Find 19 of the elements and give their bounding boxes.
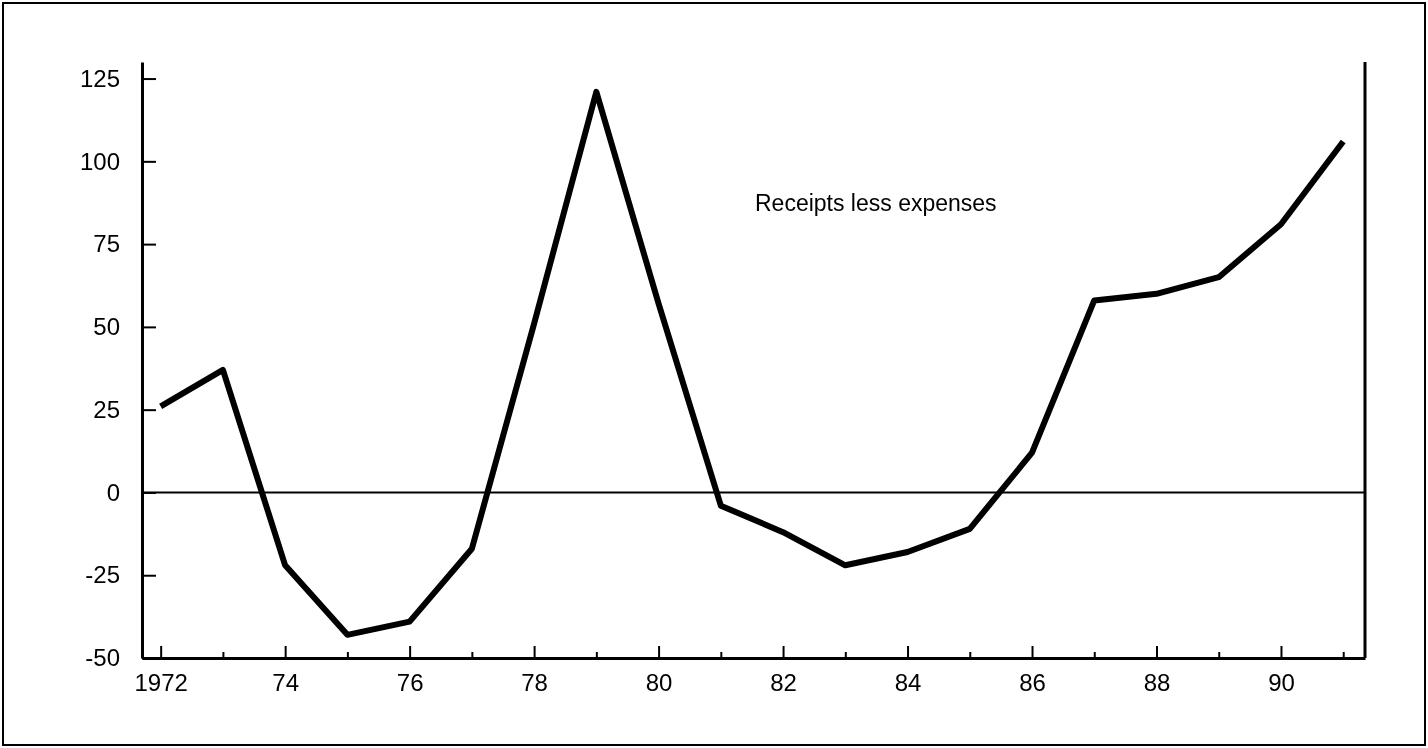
x-tick-label: 82 — [770, 669, 797, 697]
y-tick-label: 75 — [93, 230, 120, 258]
y-tick-label: 100 — [79, 147, 120, 175]
x-tick-label: 90 — [1268, 669, 1295, 697]
y-tick-label: -25 — [85, 561, 120, 589]
y-tick-label: 125 — [79, 64, 120, 92]
x-tick-label: 84 — [894, 669, 922, 697]
x-tick-label: 1972 — [134, 669, 188, 697]
x-tick-label: 74 — [272, 669, 299, 697]
y-tick-label: 25 — [93, 395, 120, 423]
x-tick-label: 76 — [396, 669, 424, 697]
y-tick-label: 50 — [93, 313, 120, 341]
x-tick-label: 78 — [521, 669, 548, 697]
y-tick-label: -50 — [85, 644, 120, 672]
x-tick-label: 80 — [645, 669, 673, 697]
annotation: Receipts less expenses — [754, 190, 997, 217]
x-tick-label: 86 — [1019, 669, 1046, 697]
x-tick-label: 88 — [1143, 669, 1171, 697]
y-tick-label: 0 — [106, 478, 120, 506]
